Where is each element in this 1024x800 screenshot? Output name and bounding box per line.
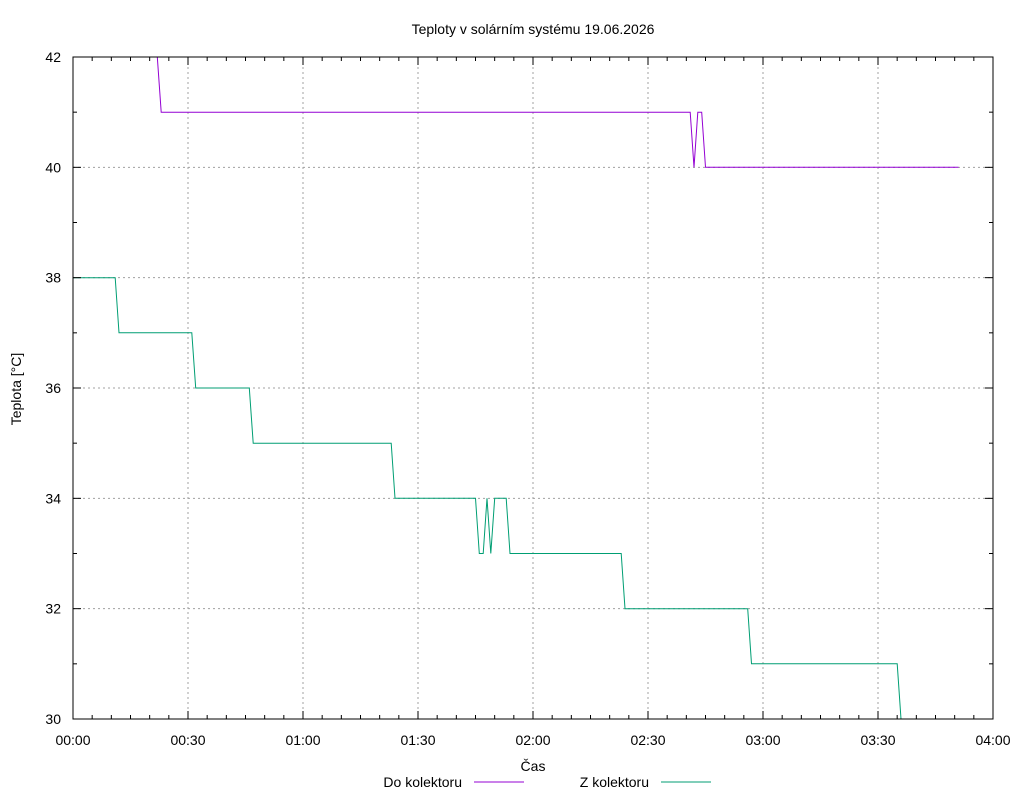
x-tick-label: 03:30 [860,732,895,748]
series-line-z-kolektoru [73,277,902,720]
legend-label-do-kolektoru: Do kolektoru [383,774,462,790]
x-tick-label: 03:00 [745,732,780,748]
x-tick-label: 04:00 [975,732,1010,748]
series-lines [73,56,959,720]
x-axis-label: Čas [521,758,546,774]
x-tick-label: 02:00 [515,732,550,748]
y-tick-label: 30 [45,711,61,727]
tick-labels: 00:00 00:30 01:00 01:30 02:00 02:30 03:00 03:30… [45,49,1010,748]
legend-label-z-kolektoru: Z kolektoru [580,774,649,790]
y-tick-label: 40 [45,159,61,175]
x-tick-label: 01:00 [285,732,320,748]
y-tick-label: 32 [45,601,61,617]
x-tick-label: 00:30 [170,732,205,748]
y-axis-label: Teplota [°C] [8,353,24,426]
series-line-do-kolektoru [156,56,959,168]
y-tick-label: 42 [45,49,61,65]
x-tick-label: 01:30 [400,732,435,748]
y-tick-label: 34 [45,490,61,506]
axis-ticks [72,56,994,720]
chart-title: Teploty v solárním systému 19.06.2026 [412,21,655,37]
x-tick-label: 00:00 [55,732,90,748]
x-tick-label: 02:30 [630,732,665,748]
y-tick-label: 36 [45,380,61,396]
legend: Do kolektoru Z kolektoru [383,774,711,790]
y-tick-label: 38 [45,270,61,286]
